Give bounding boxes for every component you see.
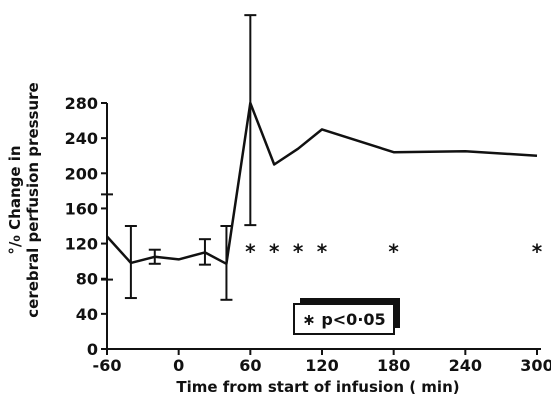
significance-star: *	[269, 239, 280, 263]
y-tick-label: 80	[76, 270, 98, 289]
y-axis-label: °/₀ Change in cerebral perfusion pressur…	[6, 82, 42, 317]
x-tick-label: -60	[93, 356, 122, 375]
significance-star: *	[293, 239, 304, 263]
y-tick-label: 0	[87, 340, 98, 359]
significance-star: *	[245, 239, 256, 263]
legend-box	[293, 303, 395, 335]
significance-markers: * * * * * *	[245, 239, 543, 263]
legend-text: ∗ p<0·05	[302, 310, 385, 329]
significance-star: *	[532, 239, 543, 263]
y-tick-label: 280	[65, 94, 98, 113]
x-tick-label: 0	[173, 356, 184, 375]
y-axis-label-line1: °/₀ Change in	[6, 145, 24, 254]
x-tick-label: 240	[449, 356, 482, 375]
y-tick-label: 200	[65, 164, 98, 183]
x-tick-label: 300	[520, 356, 551, 375]
series-line-group	[106, 101, 538, 266]
significance-star: *	[317, 239, 328, 263]
y-tick-label: 40	[76, 305, 98, 324]
x-axis-label: Time from start of infusion ( min)	[176, 378, 459, 396]
y-tick-label: 120	[65, 235, 98, 254]
legend: ∗ p<0·05	[293, 298, 400, 335]
y-tick-label: 240	[65, 129, 98, 148]
y-axis-label-line2: cerebral perfusion pressure	[24, 82, 42, 317]
significance-star: *	[388, 239, 399, 263]
x-tick-label: 60	[239, 356, 261, 375]
error-bars	[101, 14, 257, 301]
x-tick-label: 120	[305, 356, 338, 375]
series-line	[106, 101, 538, 266]
x-tick-label: 180	[377, 356, 410, 375]
y-tick-label: 160	[65, 199, 98, 218]
